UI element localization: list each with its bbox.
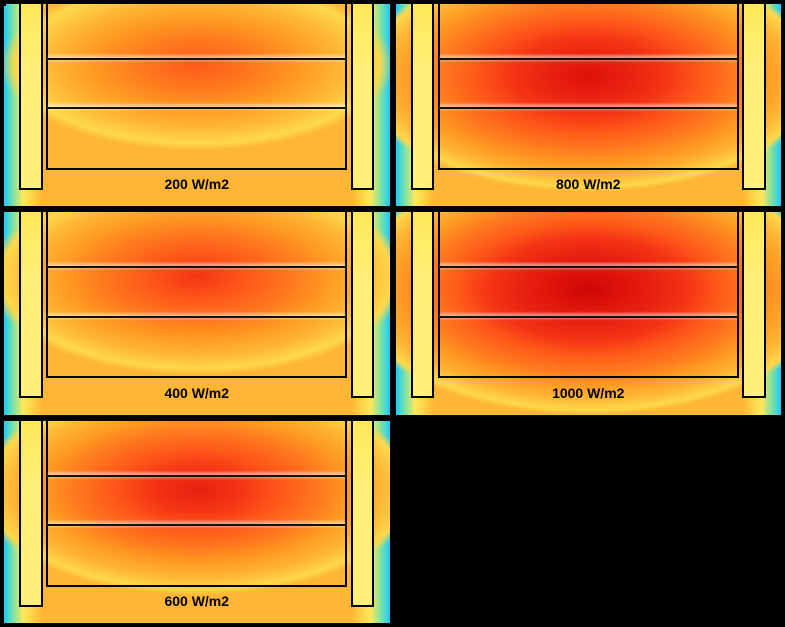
shelf-line — [440, 58, 737, 60]
inner-box — [46, 421, 347, 587]
inner-box — [46, 4, 347, 170]
slit-right — [742, 4, 765, 190]
slit-left — [411, 212, 434, 398]
inner-box — [46, 212, 347, 378]
legend-panel: Y Rychlost [m/s] 0.6060.4550.3030.1530.0… — [2, 2, 6, 6]
inner-box — [438, 4, 739, 170]
panel-label: 600 W/m2 — [154, 591, 239, 611]
shelf-line — [48, 316, 345, 318]
shelf-line — [48, 524, 345, 526]
inner-box — [438, 212, 739, 378]
slit-left — [19, 4, 42, 190]
slit-left — [411, 4, 434, 190]
shelf-line — [48, 266, 345, 268]
shelf-line — [48, 475, 345, 477]
shelf-line — [48, 58, 345, 60]
shelf-line — [440, 316, 737, 318]
slit-left — [19, 421, 42, 607]
slit-right — [351, 212, 374, 398]
panel-label: 800 W/m2 — [546, 174, 631, 194]
panel-label: 200 W/m2 — [154, 174, 239, 194]
panel-200: 200 W/m2 — [2, 2, 392, 208]
panel-1000: 1000 W/m2 — [394, 210, 784, 416]
panel-600: 600 W/m2 — [2, 419, 392, 625]
panel-800: 800 W/m2 — [394, 2, 784, 208]
slit-right — [742, 212, 765, 398]
panel-label: 1000 W/m2 — [542, 383, 634, 403]
shelf-line — [48, 107, 345, 109]
panel-label: 400 W/m2 — [154, 383, 239, 403]
shelf-line — [440, 107, 737, 109]
panel-400: 400 W/m2 — [2, 210, 392, 416]
slit-right — [351, 421, 374, 607]
slit-right — [351, 4, 374, 190]
shelf-line — [440, 266, 737, 268]
panel-grid: 200 W/m2 800 W/m2 400 W/m2 — [0, 0, 785, 627]
slit-left — [19, 212, 42, 398]
